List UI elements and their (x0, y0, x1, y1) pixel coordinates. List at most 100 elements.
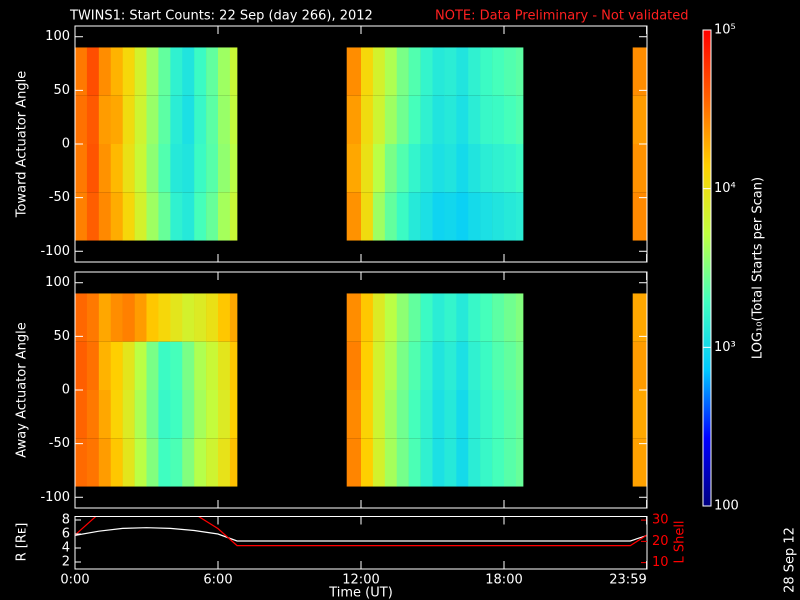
heatmap-cell (229, 144, 238, 193)
heatmap-cell (75, 390, 88, 439)
heatmap-cell (632, 192, 648, 241)
heatmap-cell (456, 390, 469, 439)
y-tick-label: 8 (62, 513, 70, 528)
y-axis-label: Away Actuator Angle (15, 322, 30, 457)
note: NOTE: Data Preliminary - Not validated (435, 9, 689, 24)
heatmap-cell (158, 438, 171, 487)
heatmap-cell (456, 95, 469, 144)
heatmap-cell (456, 192, 469, 241)
heatmap-cell (456, 438, 469, 487)
colorbar-tick-label: 10⁵ (714, 23, 736, 38)
heatmap-cell (384, 47, 398, 96)
heatmap-cell (122, 47, 135, 96)
heatmap-cell (182, 144, 195, 193)
x-tick-label: 23:59 (609, 573, 646, 588)
heatmap-cell (361, 95, 374, 144)
heatmap-cell (384, 293, 398, 342)
heatmap-cell (504, 47, 517, 96)
heatmap-cell (468, 144, 481, 193)
heatmap-cell (170, 192, 183, 241)
heatmap-cell (346, 293, 362, 342)
heatmap-cell (384, 341, 398, 390)
heatmap-cell (229, 95, 238, 144)
heatmap-cell (170, 438, 183, 487)
heatmap-cell (75, 293, 88, 342)
x-tick-label: 6:00 (203, 573, 232, 588)
heatmap-cell (492, 341, 505, 390)
heatmap-cell (182, 293, 195, 342)
heatmap-cell (206, 293, 219, 342)
colorbar (702, 29, 712, 507)
x-tick-label: 0:00 (60, 573, 89, 588)
heatmap-cell (146, 438, 159, 487)
heatmap-cell (122, 144, 135, 193)
heatmap-cell (122, 341, 135, 390)
heatmap-cell (182, 438, 195, 487)
heatmap-cell (408, 438, 421, 487)
heatmap-cell (75, 144, 88, 193)
y-tick-label: -50 (49, 436, 70, 451)
heatmap-cell (361, 438, 374, 487)
heatmap-cell (194, 438, 207, 487)
heatmap-cell (110, 47, 123, 96)
heatmap-cell (408, 144, 421, 193)
heatmap-cell (408, 95, 421, 144)
heatmap-cell (396, 47, 409, 96)
heatmap-cell (480, 293, 493, 342)
heatmap-cell (182, 95, 195, 144)
heatmap-cell (206, 438, 219, 487)
heatmap-cell (492, 438, 505, 487)
heatmap-cell (492, 293, 505, 342)
heatmap-cell (420, 293, 433, 342)
heatmap-cell (346, 390, 362, 439)
heatmap-cell (468, 47, 481, 96)
heatmap-cell (110, 438, 123, 487)
heatmap-cell (98, 95, 112, 144)
heatmap-cell (372, 293, 386, 342)
heatmap-cell (86, 390, 100, 439)
heatmap-cell (432, 293, 445, 342)
heatmap-cell (346, 95, 362, 144)
heatmap-cell (456, 293, 469, 342)
heatmap-cell (194, 144, 207, 193)
chart-title: TWINS1: Start Counts: 22 Sep (day 266), … (69, 9, 373, 24)
heatmap-cell (134, 95, 147, 144)
heatmap-cell (75, 47, 88, 96)
heatmap-cell (346, 192, 362, 241)
y-tick-label: 0 (62, 137, 70, 152)
heatmap-cell (515, 144, 524, 193)
heatmap-cell (86, 438, 100, 487)
x-tick-label: 18:00 (485, 573, 522, 588)
heatmap-cell (444, 390, 457, 439)
heatmap-cell (444, 341, 457, 390)
heatmap-cell (194, 95, 207, 144)
heatmap-cell (515, 293, 524, 342)
heatmap-cell (456, 341, 469, 390)
heatmap-cell (492, 390, 505, 439)
heatmap-cell (134, 144, 147, 193)
y-tick-label: 50 (53, 329, 70, 344)
heatmap-cell (170, 144, 183, 193)
y2-tick-label: 30 (652, 513, 669, 528)
heatmap-cell (432, 192, 445, 241)
y-tick-label: 6 (62, 527, 70, 542)
heatmap-cell (229, 341, 238, 390)
heatmap-cell (408, 293, 421, 342)
y2-axis-label: L Shell (673, 520, 688, 563)
heatmap-cell (122, 438, 135, 487)
heatmap-cell (218, 438, 231, 487)
heatmap-cell (346, 47, 362, 96)
heatmap-cell (361, 47, 374, 96)
heatmap-cell (218, 293, 231, 342)
heatmap-cell (194, 341, 207, 390)
heatmap-cell (206, 390, 219, 439)
heatmap-cell (134, 47, 147, 96)
heatmap-cell (420, 341, 433, 390)
heatmap-cell (396, 95, 409, 144)
heatmap-cell (206, 47, 219, 96)
heatmap-cell (194, 390, 207, 439)
heatmap-cell (158, 192, 171, 241)
heatmap-cell (86, 47, 100, 96)
heatmap-cell (384, 192, 398, 241)
heatmap-cell (372, 47, 386, 96)
